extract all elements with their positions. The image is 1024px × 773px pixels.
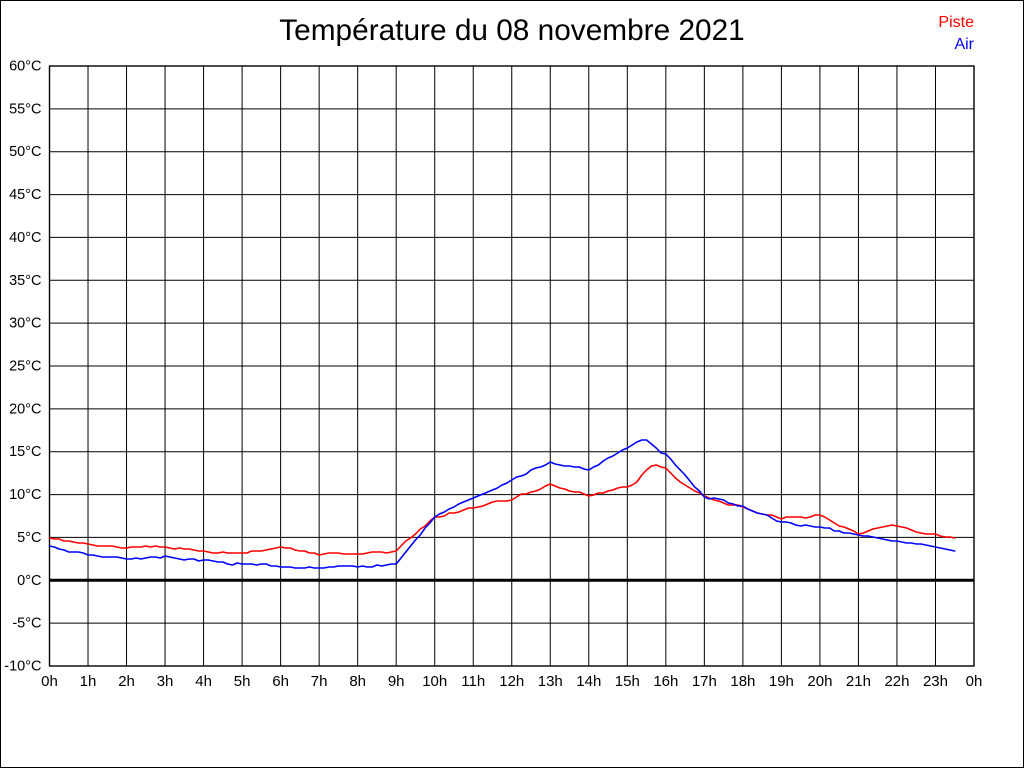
svg-text:18h: 18h [730,673,755,690]
svg-text:2h: 2h [118,673,135,690]
svg-text:5°C: 5°C [17,530,41,546]
svg-text:40°C: 40°C [9,230,41,246]
svg-text:0h: 0h [966,673,983,690]
svg-text:-5°C: -5°C [12,616,41,632]
svg-text:Piste: Piste [938,14,974,31]
svg-text:10h: 10h [422,673,447,690]
svg-text:21h: 21h [846,673,871,690]
svg-text:50°C: 50°C [9,144,41,160]
svg-text:Température du 08 novembre 202: Température du 08 novembre 2021 [279,14,744,47]
svg-text:4h: 4h [195,673,212,690]
svg-text:9h: 9h [388,673,405,690]
svg-text:10°C: 10°C [9,487,41,503]
svg-text:20h: 20h [807,673,832,690]
svg-text:25°C: 25°C [9,359,41,375]
svg-text:23h: 23h [923,673,948,690]
svg-text:14h: 14h [576,673,601,690]
svg-text:16h: 16h [653,673,678,690]
svg-text:8h: 8h [349,673,366,690]
svg-text:6h: 6h [272,673,289,690]
svg-text:19h: 19h [769,673,794,690]
svg-text:-10°C: -10°C [4,659,41,675]
svg-text:45°C: 45°C [9,187,41,203]
svg-text:35°C: 35°C [9,273,41,289]
svg-text:1h: 1h [80,673,97,690]
svg-text:12h: 12h [499,673,524,690]
svg-text:55°C: 55°C [9,101,41,117]
svg-text:15°C: 15°C [9,444,41,460]
svg-text:20°C: 20°C [9,401,41,417]
svg-text:3h: 3h [157,673,174,690]
svg-text:5h: 5h [234,673,251,690]
svg-text:17h: 17h [692,673,717,690]
svg-text:15h: 15h [615,673,640,690]
svg-text:30°C: 30°C [9,316,41,332]
svg-text:60°C: 60°C [9,59,41,75]
svg-text:22h: 22h [884,673,909,690]
svg-text:0°C: 0°C [17,573,41,589]
svg-text:7h: 7h [311,673,328,690]
svg-text:13h: 13h [538,673,563,690]
svg-text:11h: 11h [461,673,485,690]
svg-text:Air: Air [954,36,974,53]
svg-text:0h: 0h [41,673,58,690]
